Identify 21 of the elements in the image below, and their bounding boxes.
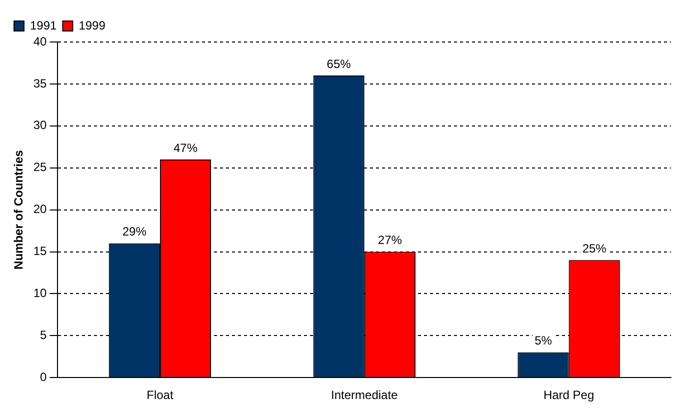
x-tick-label: Hard Peg — [543, 388, 594, 402]
x-tick-label: Float — [146, 388, 174, 402]
y-tick-label: 25 — [33, 160, 48, 174]
annotation: 5% — [534, 334, 552, 348]
y-tick-label: 40 — [33, 34, 48, 48]
y-tick-label: 35 — [33, 76, 48, 90]
y-tick-label: 5 — [40, 328, 48, 342]
y-tick-label: 10 — [33, 286, 48, 300]
legend-label: 1999 — [78, 18, 106, 32]
y-tick-label: 0 — [40, 370, 48, 384]
annotation: 29% — [122, 224, 147, 239]
y-tick-label: 15 — [33, 244, 48, 258]
annotation: 65% — [326, 56, 352, 71]
y-tick-label: 20 — [33, 202, 48, 216]
legend-label: 1991 — [30, 18, 58, 32]
annotation: 25% — [582, 241, 607, 256]
annotation: 47% — [173, 140, 198, 155]
annotation: 27% — [378, 233, 402, 248]
y-tick-label: 30 — [33, 118, 48, 132]
y-axis-title: Number of Countries — [12, 150, 26, 270]
x-tick-label: Intermediate — [331, 388, 398, 402]
